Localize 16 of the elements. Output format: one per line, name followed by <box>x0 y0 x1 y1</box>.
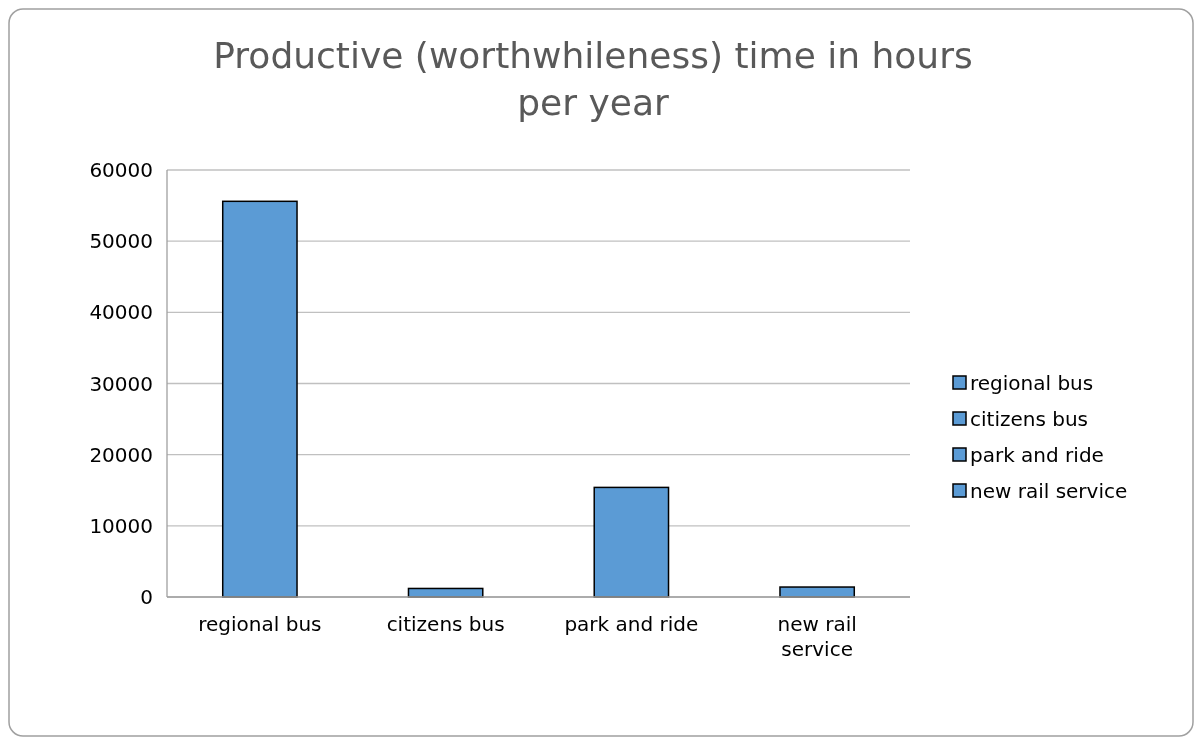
y-tick-label: 10000 <box>89 513 153 538</box>
legend-label: regional bus <box>970 371 1094 395</box>
chart-title: Productive (worthwhileness) time in hours per year <box>213 35 973 123</box>
legend-label: citizens bus <box>970 407 1088 431</box>
y-tick-label: 60000 <box>89 158 153 182</box>
x-tick-label: citizens bus <box>386 612 505 636</box>
y-tick-label: 30000 <box>89 371 153 396</box>
y-tick-label: 50000 <box>89 229 153 254</box>
y-tick-label: 0 <box>140 585 153 609</box>
x-tick-label: new rail service <box>777 612 857 661</box>
legend-label: new rail service <box>970 479 1128 503</box>
x-tick-label: park and ride <box>564 612 699 636</box>
x-tick-label: regional bus <box>198 612 322 636</box>
legend-label: park and ride <box>970 443 1104 467</box>
y-tick-label: 20000 <box>89 442 153 467</box>
y-tick-label: 40000 <box>89 300 153 325</box>
